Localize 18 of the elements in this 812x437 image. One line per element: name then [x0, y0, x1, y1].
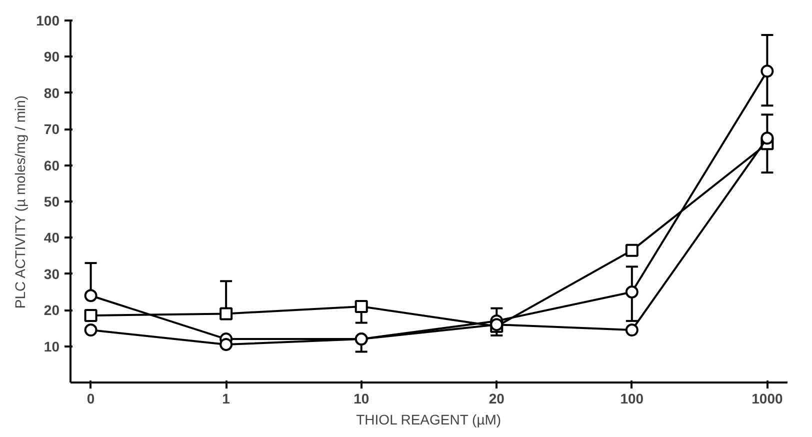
- x-tick-label: 1: [222, 390, 230, 406]
- x-axis-title: THIOL REAGENT (µM): [356, 412, 502, 428]
- x-tick-label: 1000: [752, 390, 783, 406]
- x-tick-label: 20: [488, 390, 505, 406]
- y-axis-title: PLC ACTIVITY (µ moles/mg / min): [12, 95, 28, 309]
- y-tick-label: 60: [44, 157, 60, 174]
- y-tick-label: 40: [44, 230, 60, 246]
- x-tick-label: 10: [354, 390, 370, 406]
- y-tick-label: 10: [44, 338, 60, 354]
- y-tick-label: 30: [44, 266, 60, 282]
- y-tick-label: 70: [44, 121, 60, 138]
- x-tick-label: 0: [86, 390, 95, 406]
- y-tick-label: 90: [44, 48, 60, 65]
- y-tick-label: 100: [36, 12, 60, 28]
- y-tick-label: 80: [44, 84, 60, 101]
- y-tick-label: 50: [44, 194, 60, 210]
- y-tick-label: 20: [44, 302, 60, 318]
- x-tick-label: 100: [620, 390, 644, 406]
